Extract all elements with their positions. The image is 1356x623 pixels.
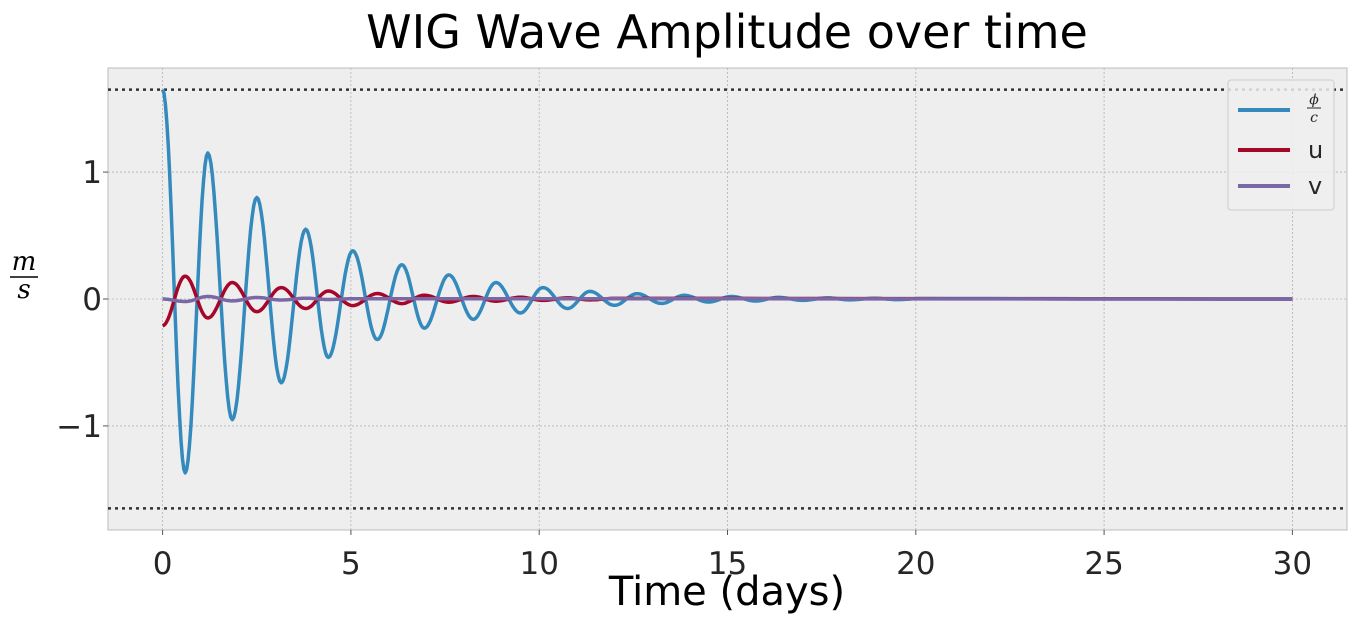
chart-title: WIG Wave Amplitude over time (366, 5, 1088, 59)
y-label-denominator: s (17, 275, 30, 305)
legend-label-phi-numerator: ϕ (1309, 92, 1319, 108)
legend-label-u: u (1308, 136, 1323, 164)
legend-box (1227, 79, 1335, 211)
y-label-numerator: m (12, 247, 37, 277)
legend-entry-phi-over-c: ϕ c (1238, 92, 1321, 126)
y-tick-label: 0 (82, 282, 102, 318)
x-tick-label: 25 (1084, 546, 1123, 582)
x-tick-label: 30 (1273, 546, 1312, 582)
x-tick-label: 15 (708, 546, 747, 582)
x-tick-label: 20 (896, 546, 935, 582)
legend-label-v: v (1308, 172, 1322, 200)
x-ticks: 0 5 10 15 20 25 30 (153, 530, 1312, 582)
legend-entry-v: v (1238, 172, 1322, 200)
y-ticks: −1 0 1 (56, 155, 108, 445)
legend: ϕ c u v (1227, 79, 1335, 211)
y-tick-label: 1 (82, 155, 102, 191)
y-axis-label: m s (10, 247, 38, 305)
legend-label-phi-denominator: c (1310, 110, 1318, 126)
x-tick-label: 0 (153, 546, 173, 582)
series-line-v (162, 294, 1293, 304)
x-tick-label: 10 (519, 546, 558, 582)
x-tick-label: 5 (341, 546, 361, 582)
legend-entry-u: u (1238, 136, 1323, 164)
y-tick-label: −1 (56, 409, 102, 445)
x-axis-label: Time (days) (608, 569, 845, 615)
series-lines (160, 88, 1293, 475)
